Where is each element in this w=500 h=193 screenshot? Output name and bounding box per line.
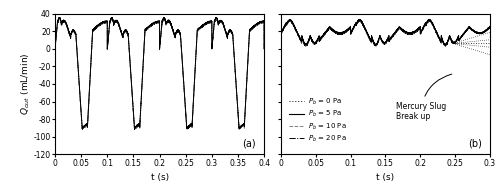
Text: Mercury Slug
Break up: Mercury Slug Break up — [396, 74, 452, 121]
Y-axis label: $Q_{out}$ (mL/min): $Q_{out}$ (mL/min) — [20, 53, 32, 115]
X-axis label: t (s): t (s) — [150, 173, 168, 182]
Text: (b): (b) — [468, 139, 481, 149]
X-axis label: t (s): t (s) — [376, 173, 394, 182]
Text: (a): (a) — [242, 139, 256, 149]
Legend: $P_b$ = 0 Pa, $P_b$ = 5 Pa, $P_b$ = 10 Pa, $P_b$ = 20 Pa: $P_b$ = 0 Pa, $P_b$ = 5 Pa, $P_b$ = 10 P… — [286, 94, 350, 147]
